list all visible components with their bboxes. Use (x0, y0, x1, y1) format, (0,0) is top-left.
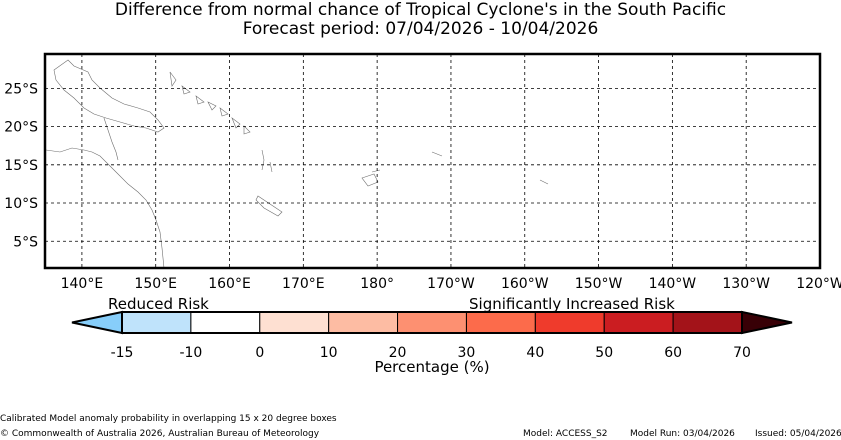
colorbar-segment (328, 311, 399, 334)
colorbar-segment (190, 311, 261, 334)
longitude-tick-label: 140°E (61, 276, 104, 292)
colorbar-tick-label: 30 (458, 345, 476, 361)
samoa-islands (431, 151, 549, 185)
colorbar-segment (672, 311, 743, 334)
coastlines (45, 59, 549, 269)
latitude-tick-label: 10°S (4, 196, 38, 212)
footer-copyright: © Commonwealth of Australia 2026, Austra… (0, 429, 320, 439)
colorbar (71, 310, 793, 335)
colorbar-outline (121, 311, 743, 334)
footer-note: Calibrated Model anomaly probability in … (0, 414, 337, 424)
islands-1 (169, 71, 205, 105)
colorbar-segment (121, 311, 192, 334)
colorbar-tick-label: 60 (664, 345, 682, 361)
longitude-tick-label: 180° (360, 276, 394, 292)
new-caledonia (255, 195, 283, 217)
map-frame (43, 52, 822, 270)
colorbar-segment (259, 311, 330, 334)
longitude-tick-label: 160°E (208, 276, 251, 292)
longitude-tick-label: 160°W (501, 276, 549, 292)
map-title: Difference from normal chance of Tropica… (114, 0, 727, 20)
colorbar-tick-label: 50 (595, 345, 613, 361)
longitude-tick-label: 140°W (649, 276, 697, 292)
colorbar-tick-label: 0 (255, 345, 264, 361)
cape-york-coast (103, 117, 119, 161)
solomon-islands (207, 101, 251, 135)
latitude-tick-label: 15°S (4, 158, 38, 174)
latitude-tick-label: 5°S (13, 234, 38, 250)
colorbar-segment (534, 311, 605, 334)
colorbar-tick-label: -10 (179, 345, 202, 361)
colorbar-tick-label: -15 (111, 345, 134, 361)
footer-model-run: Model Run: 03/04/2026 (630, 429, 735, 439)
forecast-period-subtitle: Forecast period: 07/04/2026 - 10/04/2026 (242, 19, 599, 39)
colorbar-segment (603, 311, 674, 334)
reduced-risk-label: Reduced Risk (108, 295, 209, 313)
latitude-ticks: 5°S 10°S 15°S 20°S 25°S (4, 81, 38, 250)
colorbar-segment (465, 311, 536, 334)
colorbar-segment (397, 311, 467, 334)
colorbar-axis-label: Percentage (%) (374, 358, 489, 376)
longitude-tick-label: 170°W (427, 276, 475, 292)
colorbar-under-arrow (71, 310, 123, 335)
colorbar-tick-label: 20 (389, 345, 407, 361)
latitude-tick-label: 20°S (4, 120, 38, 136)
colorbar-tick-label: 40 (526, 345, 544, 361)
new-guinea-coast (53, 59, 165, 133)
australia-coast (45, 147, 165, 269)
longitude-tick-label: 170°E (282, 276, 325, 292)
increased-risk-label: Significantly Increased Risk (469, 295, 675, 313)
footer-issued: Issued: 05/04/2026 (755, 429, 841, 439)
longitude-tick-label: 150°W (575, 276, 623, 292)
colorbar-ticks: -15 -10 0 10 20 30 40 50 60 70 (111, 345, 751, 361)
longitude-tick-label: 130°W (722, 276, 770, 292)
fiji-islands (361, 169, 381, 187)
vanuatu-islands (261, 149, 273, 173)
colorbar-tick-label: 10 (320, 345, 338, 361)
longitude-ticks: 140°E 150°E 160°E 170°E 180° 170°W 160°W 150°W 1… (61, 276, 841, 292)
graticule (45, 54, 820, 268)
latitude-tick-label: 25°S (4, 81, 38, 97)
longitude-tick-label: 150°E (134, 276, 177, 292)
footer-model: Model: ACCESS_S2 (523, 429, 608, 439)
colorbar-over-arrow (741, 310, 793, 335)
colorbar-tick-label: 70 (733, 345, 751, 361)
longitude-tick-label: 120°W (796, 276, 841, 292)
